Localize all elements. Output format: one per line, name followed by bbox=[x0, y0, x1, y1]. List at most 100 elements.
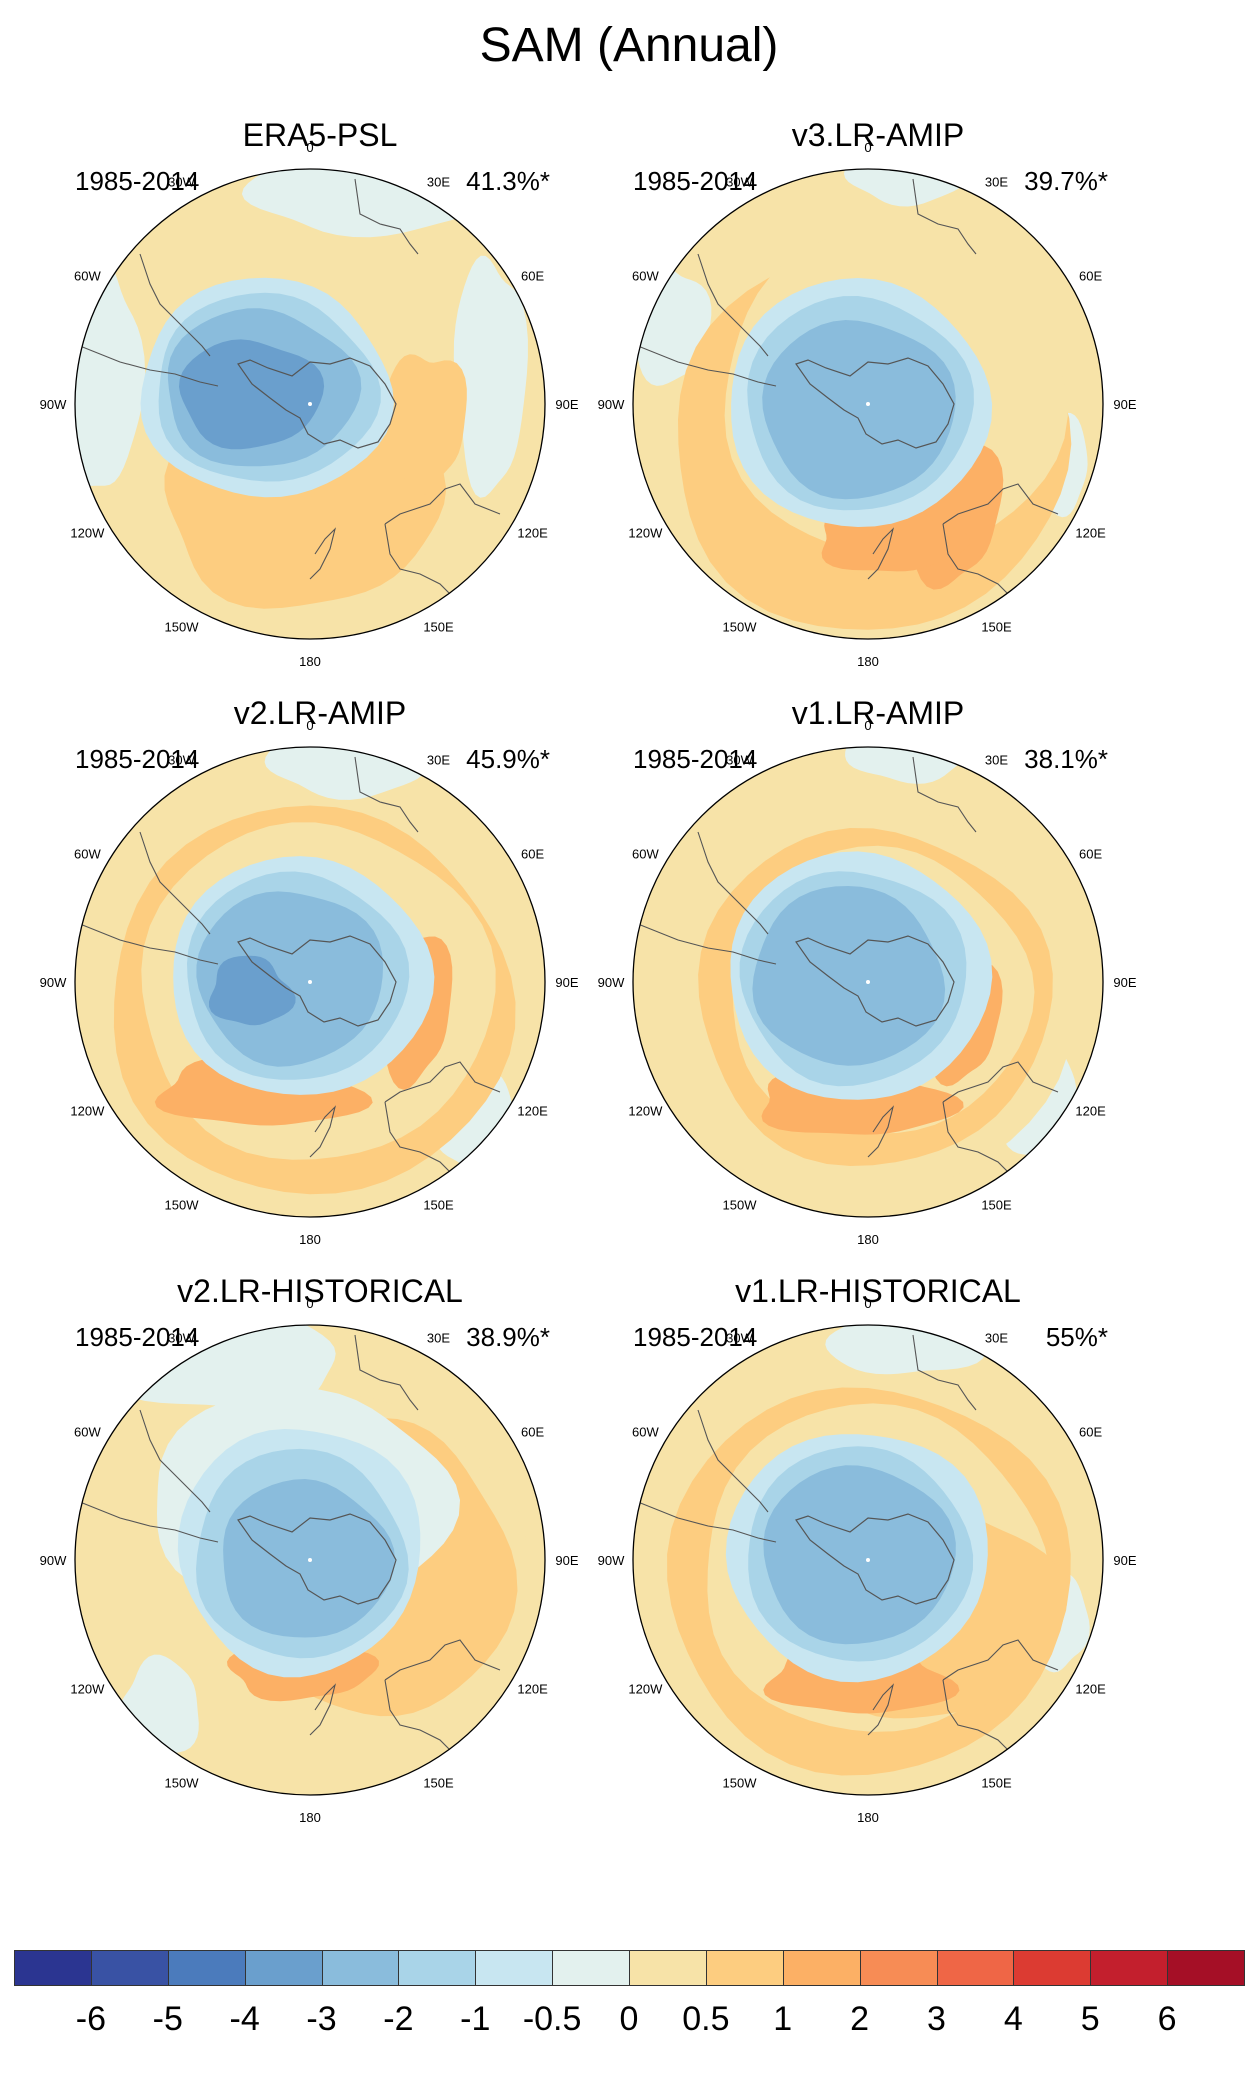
longitude-label: 150W bbox=[723, 1776, 758, 1791]
longitude-label: 0 bbox=[306, 718, 313, 733]
map-border bbox=[632, 168, 1104, 640]
longitude-label: 30E bbox=[985, 174, 1008, 189]
map-panel: 0 30E 60E 90E 120E 150E 180 150W 120W 90W 60W 30W v2… bbox=[20, 695, 620, 1316]
polar-map: 0 30E 60E 90E 120E 150E 180 150W 120W 90W 60W 30W bbox=[598, 718, 1137, 1247]
pole-marker bbox=[308, 980, 312, 984]
longitude-labels: 0 30E 60E 90E 120E 150E 180 150W 120W 90W 60W 30W bbox=[598, 140, 1137, 669]
longitude-label: 120E bbox=[1075, 526, 1106, 541]
longitude-labels: 0 30E 60E 90E 120E 150E 180 150W 120W 90W 60W 30W bbox=[40, 1296, 579, 1825]
longitude-label: 90E bbox=[1113, 975, 1136, 990]
longitude-label: 120E bbox=[517, 526, 548, 541]
longitude-label: 150E bbox=[981, 1198, 1012, 1213]
contour-region bbox=[825, 1325, 986, 1375]
contour-field bbox=[633, 169, 1103, 639]
colorbar-cell bbox=[552, 1950, 630, 1986]
longitude-label: 180 bbox=[299, 1232, 321, 1247]
longitude-label: 120W bbox=[70, 1104, 105, 1119]
panel-period: 1985-2014 bbox=[75, 744, 200, 774]
contour-region bbox=[845, 747, 968, 784]
longitude-label: 60E bbox=[1079, 269, 1102, 284]
longitude-label: 30E bbox=[427, 1330, 450, 1345]
colorbar-cell bbox=[1090, 1950, 1169, 1986]
longitude-label: 120W bbox=[628, 1104, 663, 1119]
longitude-label: 0 bbox=[864, 140, 871, 155]
panel-period: 1985-2014 bbox=[75, 1322, 200, 1352]
explained-variance: 38.9%* bbox=[466, 1322, 550, 1352]
colorbar-cell bbox=[475, 1950, 554, 1986]
colorbar-label: 0 bbox=[619, 2000, 639, 2038]
longitude-label: 150E bbox=[981, 1776, 1012, 1791]
contour-region bbox=[179, 339, 325, 450]
panel-period: 1985-2014 bbox=[633, 1322, 758, 1352]
contour-region bbox=[752, 886, 946, 1066]
colorbar-cell bbox=[90, 1950, 169, 1986]
longitude-label: 150E bbox=[981, 620, 1012, 635]
polar-map: 0 30E 60E 90E 120E 150E 180 150W 120W 90W 60W 30W bbox=[40, 1296, 579, 1825]
colorbar-cell bbox=[14, 1950, 92, 1986]
longitude-label: 60W bbox=[632, 1425, 659, 1440]
pole-marker bbox=[308, 1558, 312, 1562]
map-border bbox=[632, 1324, 1104, 1796]
colorbar-cell bbox=[705, 1950, 784, 1986]
longitude-label: 120E bbox=[1075, 1682, 1106, 1697]
colorbar-label: -4 bbox=[229, 2000, 260, 2038]
polar-map: 0 30E 60E 90E 120E 150E 180 150W 120W 90W 60W 30W bbox=[40, 140, 579, 669]
explained-variance: 45.9%* bbox=[466, 744, 550, 774]
panel-period: 1985-2014 bbox=[75, 166, 200, 196]
longitude-label: 120W bbox=[70, 1682, 105, 1697]
map-panel: 0 30E 60E 90E 120E 150E 180 150W 120W 90W 60W 30W v3… bbox=[578, 117, 1178, 738]
longitude-label: 60E bbox=[521, 1425, 544, 1440]
longitude-label: 180 bbox=[299, 1810, 321, 1825]
longitude-label: 0 bbox=[306, 1296, 313, 1311]
colorbar-label: -5 bbox=[152, 2000, 183, 2038]
longitude-label: 60E bbox=[521, 847, 544, 862]
longitude-label: 30W bbox=[726, 752, 753, 767]
longitude-label: 90E bbox=[1113, 1553, 1136, 1568]
panel-title: v3.LR-AMIP bbox=[791, 117, 965, 153]
longitude-label: 60E bbox=[521, 269, 544, 284]
contour-region bbox=[763, 1465, 956, 1645]
panel-period: 1985-2014 bbox=[633, 166, 758, 196]
longitude-labels: 0 30E 60E 90E 120E 150E 180 150W 120W 90W 60W 30W bbox=[598, 718, 1137, 1247]
longitude-label: 30E bbox=[985, 752, 1008, 767]
colorbar-cell bbox=[936, 1950, 1015, 1986]
longitude-label: 150W bbox=[165, 620, 200, 635]
longitude-labels: 0 30E 60E 90E 120E 150E 180 150W 120W 90W 60W 30W bbox=[40, 140, 579, 669]
longitude-label: 120W bbox=[628, 526, 663, 541]
longitude-label: 180 bbox=[857, 1232, 879, 1247]
longitude-label: 90E bbox=[1113, 397, 1136, 412]
longitude-label: 90W bbox=[598, 1553, 625, 1568]
explained-variance: 39.7%* bbox=[1024, 166, 1108, 196]
longitude-label: 30W bbox=[168, 752, 195, 767]
longitude-label: 0 bbox=[864, 718, 871, 733]
longitude-label: 120E bbox=[517, 1682, 548, 1697]
contour-field bbox=[75, 1325, 545, 1795]
longitude-label: 0 bbox=[306, 140, 313, 155]
longitude-label: 60W bbox=[74, 847, 101, 862]
contour-region bbox=[844, 169, 968, 207]
longitude-label: 120E bbox=[517, 1104, 548, 1119]
longitude-label: 120W bbox=[628, 1682, 663, 1697]
longitude-label: 150E bbox=[423, 620, 454, 635]
map-panel: 0 30E 60E 90E 120E 150E 180 150W 120W 90W 60W 30W ER… bbox=[20, 117, 620, 738]
explained-variance: 38.1%* bbox=[1024, 744, 1108, 774]
longitude-label: 90W bbox=[598, 975, 625, 990]
longitude-label: 90W bbox=[40, 1553, 67, 1568]
map-border bbox=[74, 746, 546, 1218]
longitude-label: 0 bbox=[864, 1296, 871, 1311]
longitude-label: 30E bbox=[427, 752, 450, 767]
map-border bbox=[74, 168, 546, 640]
colorbar-cell bbox=[321, 1950, 400, 1986]
map-panel: 0 30E 60E 90E 120E 150E 180 150W 120W 90W 60W 30W v2… bbox=[20, 1273, 620, 1894]
explained-variance: 41.3%* bbox=[466, 166, 550, 196]
longitude-labels: 0 30E 60E 90E 120E 150E 180 150W 120W 90W 60W 30W bbox=[40, 718, 579, 1247]
longitude-label: 30W bbox=[168, 174, 195, 189]
pole-marker bbox=[866, 980, 870, 984]
colorbar-label: 5 bbox=[1080, 2000, 1100, 2038]
colorbar-label: -6 bbox=[75, 2000, 106, 2038]
longitude-label: 60E bbox=[1079, 847, 1102, 862]
colorbar-label: -2 bbox=[383, 2000, 414, 2038]
longitude-label: 60W bbox=[74, 269, 101, 284]
longitude-label: 180 bbox=[299, 654, 321, 669]
colorbar-label: 6 bbox=[1157, 2000, 1177, 2038]
